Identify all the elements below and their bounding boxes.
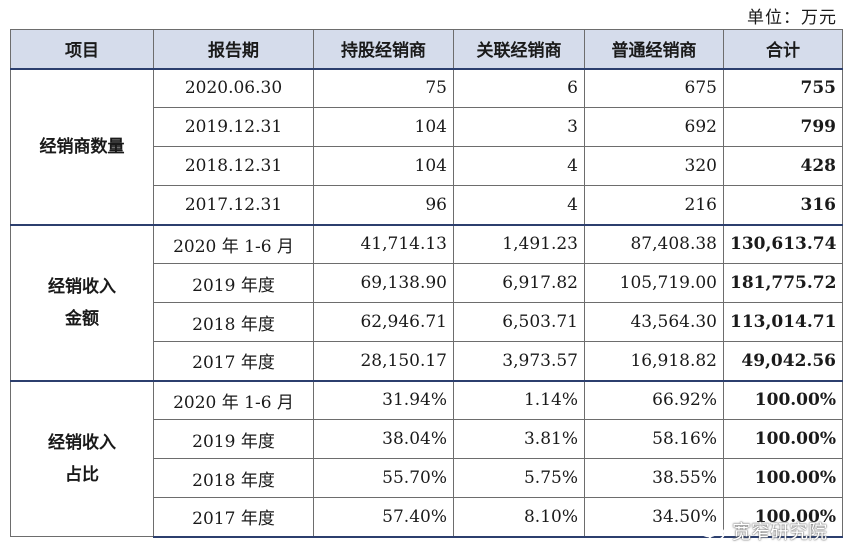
general-cell: 66.92% xyxy=(584,379,724,420)
table-row: 2017 年度 57.40% 8.10% 34.50% 100.00% xyxy=(11,497,843,538)
header-holding: 持股经销商 xyxy=(313,29,454,69)
wechat-icon xyxy=(698,520,725,541)
group-label: 经销商数量 xyxy=(10,67,154,225)
period-cell: 2019.12.31 xyxy=(153,107,314,147)
related-cell: 6,503.71 xyxy=(453,302,585,342)
group-label-line: 占比 xyxy=(65,464,99,485)
total-cell: 100.00% xyxy=(723,379,843,420)
total-cell: 755 xyxy=(723,67,843,108)
period-cell: 2020 年 1-6 月 xyxy=(153,379,314,420)
general-cell: 675 xyxy=(584,67,724,108)
watermark-text: 宽窄研究院 xyxy=(731,521,827,543)
header-item: 项目 xyxy=(10,29,154,69)
general-cell: 216 xyxy=(584,185,724,225)
general-cell: 58.16% xyxy=(584,419,724,459)
related-cell: 1.14% xyxy=(453,379,585,420)
watermark: 宽窄研究院 xyxy=(698,517,827,544)
header-general: 普通经销商 xyxy=(584,29,724,69)
period-cell: 2019 年度 xyxy=(153,419,314,459)
holding-cell: 28,150.17 xyxy=(313,341,454,381)
table-row: 2018 年度 62,946.71 6,503.71 43,564.30 113,014… xyxy=(11,302,843,342)
table-row: 2018.12.31 104 4 320 428 xyxy=(11,146,843,186)
general-cell: 34.50% xyxy=(584,497,724,538)
period-cell: 2020 年 1-6 月 xyxy=(153,223,314,264)
related-cell: 3.81% xyxy=(453,419,585,459)
total-cell: 113,014.71 xyxy=(723,302,843,342)
header-related: 关联经销商 xyxy=(453,29,585,69)
group-label-line: 经销商数量 xyxy=(39,136,125,157)
general-cell: 87,408.38 xyxy=(584,223,724,264)
table-row: 经销收入 占比 2020 年 1-6 月 31.94% 1.14% 66.92% 100.0… xyxy=(10,379,843,537)
related-cell: 5.75% xyxy=(453,458,585,498)
total-cell: 100.00% xyxy=(723,497,843,538)
total-cell: 49,042.56 xyxy=(723,341,843,381)
period-cell: 2020.06.30 xyxy=(153,67,314,108)
total-cell: 428 xyxy=(723,146,843,186)
holding-cell: 41,714.13 xyxy=(313,223,454,264)
holding-cell: 62,946.71 xyxy=(313,302,454,342)
general-cell: 38.55% xyxy=(584,458,724,498)
related-cell: 3,973.57 xyxy=(453,341,585,381)
related-cell: 6,917.82 xyxy=(453,263,585,303)
holding-cell: 96 xyxy=(313,185,454,225)
table-row: 2019.12.31 104 3 692 799 xyxy=(11,107,843,147)
related-cell: 3 xyxy=(453,107,585,147)
group-label: 经销收入 金额 xyxy=(10,223,154,381)
related-cell: 8.10% xyxy=(453,497,585,538)
period-cell: 2017.12.31 xyxy=(153,185,314,225)
related-cell: 6 xyxy=(453,67,585,108)
holding-cell: 55.70% xyxy=(313,458,454,498)
holding-cell: 31.94% xyxy=(313,379,454,420)
period-cell: 2017 年度 xyxy=(153,497,314,538)
group-label-line: 经销收入 xyxy=(48,276,116,297)
header-row: 项目 报告期 持股经销商 关联经销商 普通经销商 合计 xyxy=(10,29,843,69)
related-cell: 1,491.23 xyxy=(453,223,585,264)
general-cell: 105,719.00 xyxy=(584,263,724,303)
period-cell: 2018 年度 xyxy=(153,302,314,342)
holding-cell: 75 xyxy=(313,67,454,108)
holding-cell: 38.04% xyxy=(313,419,454,459)
related-cell: 4 xyxy=(453,146,585,186)
table-row: 2019 年度 69,138.90 6,917.82 105,719.00 181,77… xyxy=(11,263,843,303)
table-row: 2019 年度 38.04% 3.81% 58.16% 100.00% xyxy=(11,419,843,459)
header-total: 合计 xyxy=(723,29,843,69)
period-cell: 2018.12.31 xyxy=(153,146,314,186)
holding-cell: 57.40% xyxy=(313,497,454,538)
group-label-line: 经销收入 xyxy=(48,432,116,453)
holding-cell: 69,138.90 xyxy=(313,263,454,303)
unit-label: 单位：万元 xyxy=(747,8,837,28)
general-cell: 320 xyxy=(584,146,724,186)
group-label-line: 金额 xyxy=(65,308,99,329)
total-cell: 130,613.74 xyxy=(723,223,843,264)
holding-cell: 104 xyxy=(313,107,454,147)
table-row: 2018 年度 55.70% 5.75% 38.55% 100.00% xyxy=(11,458,843,498)
period-cell: 2019 年度 xyxy=(153,263,314,303)
total-cell: 100.00% xyxy=(723,419,843,459)
header-period: 报告期 xyxy=(153,29,314,69)
holding-cell: 104 xyxy=(313,146,454,186)
table-row: 经销收入 金额 2020 年 1-6 月 41,714.13 1,491.23 87,40… xyxy=(10,223,843,381)
period-cell: 2017 年度 xyxy=(153,341,314,381)
total-cell: 181,775.72 xyxy=(723,263,843,303)
table-row: 经销商数量 2020.06.30 75 6 675 755 xyxy=(10,67,843,225)
related-cell: 4 xyxy=(453,185,585,225)
total-cell: 799 xyxy=(723,107,843,147)
group-label: 经销收入 占比 xyxy=(10,379,154,537)
table-row: 2017.12.31 96 4 216 316 xyxy=(11,185,843,225)
general-cell: 43,564.30 xyxy=(584,302,724,342)
total-cell: 100.00% xyxy=(723,458,843,498)
period-cell: 2018 年度 xyxy=(153,458,314,498)
general-cell: 16,918.82 xyxy=(584,341,724,381)
total-cell: 316 xyxy=(723,185,843,225)
distributor-table: 项目 报告期 持股经销商 关联经销商 普通经销商 合计 经销商数量 2020.06… xyxy=(10,29,843,538)
table-row: 2017 年度 28,150.17 3,973.57 16,918.82 49,042.… xyxy=(11,341,843,381)
general-cell: 692 xyxy=(584,107,724,147)
